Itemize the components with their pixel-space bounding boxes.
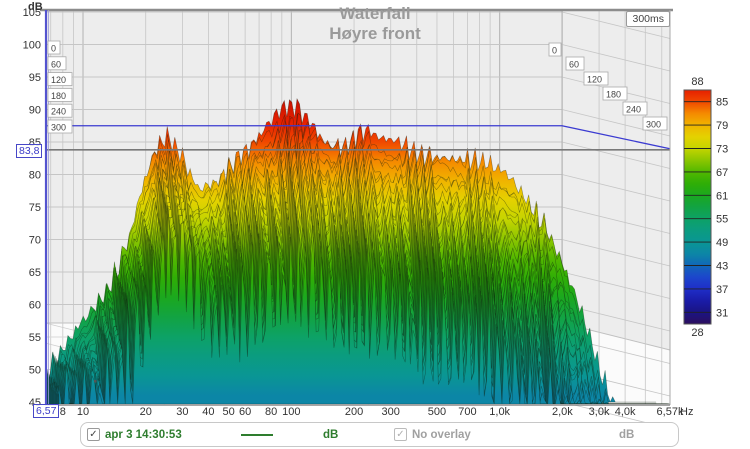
svg-text:67: 67	[716, 167, 728, 179]
svg-text:120: 120	[587, 75, 602, 85]
svg-text:79: 79	[716, 120, 728, 132]
svg-text:20: 20	[140, 406, 152, 418]
svg-text:100: 100	[282, 406, 300, 418]
svg-text:80: 80	[265, 406, 277, 418]
overlay-lines	[45, 125, 671, 383]
svg-text:10: 10	[77, 406, 89, 418]
overlay-checkbox[interactable]: ✓	[394, 428, 407, 441]
svg-text:6,57k: 6,57k	[657, 406, 684, 418]
target-level-line	[45, 125, 671, 150]
svg-text:300: 300	[646, 120, 661, 130]
svg-text:31: 31	[716, 307, 728, 319]
svg-text:300: 300	[382, 406, 400, 418]
svg-text:300: 300	[51, 123, 66, 133]
svg-text:49: 49	[716, 237, 728, 249]
svg-text:180: 180	[51, 91, 66, 101]
svg-text:180: 180	[606, 90, 621, 100]
svg-text:80: 80	[29, 170, 41, 182]
measurement-line-swatch	[241, 433, 273, 436]
cursor-db-readout: 83,8	[16, 144, 43, 158]
svg-text:105: 105	[23, 7, 41, 19]
svg-text:30: 30	[176, 406, 188, 418]
svg-text:90: 90	[29, 105, 41, 117]
legend-entry-measurement: ✓	[87, 423, 100, 446]
svg-text:500: 500	[428, 406, 446, 418]
svg-text:0: 0	[552, 46, 557, 56]
svg-text:88: 88	[691, 76, 703, 88]
svg-text:8: 8	[60, 406, 66, 418]
svg-text:0: 0	[51, 44, 56, 54]
legend-overlay-label[interactable]: No overlay	[412, 428, 471, 441]
svg-text:65: 65	[29, 267, 41, 279]
legend-line-swatch	[241, 423, 273, 446]
svg-text:75: 75	[29, 202, 41, 214]
waterfall-slice	[58, 207, 670, 404]
y-axis-unit-label: dB	[28, 1, 43, 13]
svg-text:85: 85	[716, 97, 728, 109]
svg-text:4,0k: 4,0k	[615, 406, 636, 418]
svg-text:43: 43	[716, 261, 728, 273]
legend-measurement-label[interactable]: apr 3 14:30:53	[105, 428, 182, 441]
svg-text:73: 73	[716, 144, 728, 156]
svg-text:240: 240	[51, 107, 66, 117]
svg-text:70: 70	[29, 235, 41, 247]
svg-text:Hz: Hz	[680, 406, 693, 418]
colorbar: 85 79 73 67 61 55 49 43 37 31 88 28	[683, 76, 728, 339]
svg-text:60: 60	[569, 60, 579, 70]
svg-text:700: 700	[458, 406, 476, 418]
svg-text:2,0k: 2,0k	[552, 406, 573, 418]
time-axis-labels: 0 60 120 180 240 300 0 60 120 180 240 300	[47, 40, 668, 134]
svg-text:28: 28	[691, 327, 703, 339]
cursor-dot	[94, 380, 97, 383]
svg-text:100: 100	[23, 40, 41, 52]
legend-bar: ✓ apr 3 14:30:53 dB ✓ No overlay dB	[80, 422, 679, 447]
svg-text:3,0k: 3,0k	[589, 406, 610, 418]
svg-text:55: 55	[716, 214, 728, 226]
svg-text:50: 50	[29, 365, 41, 377]
svg-text:60: 60	[29, 300, 41, 312]
cursor-freq-readout: 6,57	[33, 404, 60, 418]
svg-text:95: 95	[29, 72, 41, 84]
svg-text:1,0k: 1,0k	[489, 406, 510, 418]
svg-text:50: 50	[223, 406, 235, 418]
svg-text:55: 55	[29, 332, 41, 344]
window-length-badge[interactable]: 300ms	[626, 11, 670, 27]
svg-text:60: 60	[51, 59, 61, 69]
svg-text:120: 120	[51, 75, 66, 85]
svg-text:240: 240	[626, 105, 641, 115]
legend-entry-overlay: ✓	[394, 423, 407, 446]
legend-overlay-unit: dB	[619, 428, 635, 441]
legend-measurement-unit: dB	[323, 428, 339, 441]
measurement-checkbox[interactable]: ✓	[87, 428, 100, 441]
svg-text:40: 40	[202, 406, 214, 418]
svg-text:60: 60	[239, 406, 251, 418]
waterfall-surface	[45, 97, 670, 404]
svg-text:200: 200	[345, 406, 363, 418]
svg-text:61: 61	[716, 190, 728, 202]
svg-text:37: 37	[716, 284, 728, 296]
